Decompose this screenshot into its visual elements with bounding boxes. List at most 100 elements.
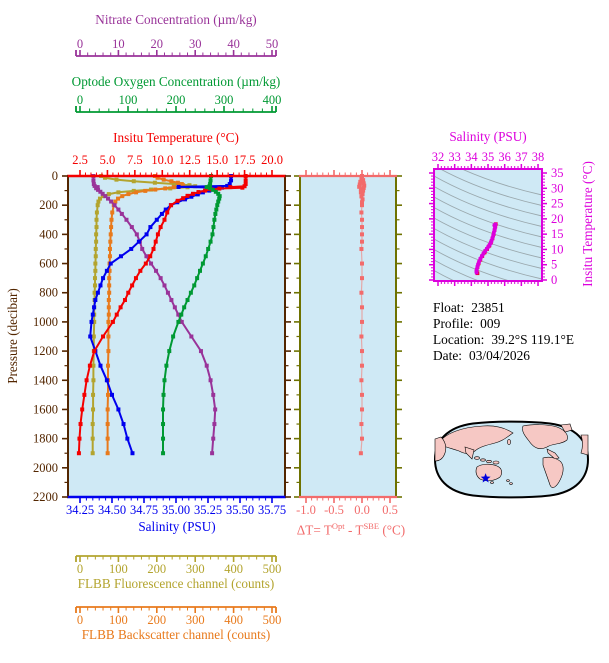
data-marker bbox=[93, 254, 98, 259]
pressure-tick-label: 1600 bbox=[33, 402, 58, 416]
temperature-tick-label: 2.5 bbox=[72, 153, 88, 167]
data-marker bbox=[98, 363, 103, 368]
data-marker bbox=[106, 196, 111, 201]
data-marker bbox=[78, 422, 83, 427]
pressure-tick-label: 1400 bbox=[33, 373, 58, 387]
data-marker bbox=[359, 378, 364, 383]
backscatter-axis-title: FLBB Backscatter channel (counts) bbox=[81, 627, 271, 642]
data-marker bbox=[118, 305, 123, 310]
data-marker bbox=[82, 392, 87, 397]
pressure-tick-label: 1200 bbox=[33, 344, 58, 358]
data-marker bbox=[90, 422, 95, 427]
data-marker bbox=[167, 349, 172, 354]
landmass-indonesia-2 bbox=[480, 458, 486, 462]
data-marker bbox=[360, 305, 364, 310]
data-marker bbox=[92, 305, 97, 310]
data-marker bbox=[153, 187, 158, 192]
data-marker bbox=[106, 349, 111, 354]
data-marker bbox=[116, 196, 121, 201]
delta-t-label-part: ΔT= T bbox=[296, 522, 332, 538]
pressure-tick-label: 600 bbox=[39, 257, 58, 271]
data-marker bbox=[165, 290, 170, 295]
ts-y-tick-label: 10 bbox=[551, 242, 564, 256]
data-marker bbox=[480, 254, 484, 258]
data-marker bbox=[200, 190, 205, 195]
delta-t-label-part: - T bbox=[344, 522, 364, 538]
data-marker bbox=[171, 334, 176, 339]
data-marker bbox=[91, 378, 96, 383]
data-marker bbox=[175, 180, 180, 185]
data-marker bbox=[211, 225, 216, 230]
data-marker bbox=[361, 181, 366, 186]
delta-plot-background bbox=[300, 176, 396, 497]
data-marker bbox=[360, 392, 364, 397]
temperature-tick-label: 15.0 bbox=[206, 153, 228, 167]
data-marker bbox=[359, 290, 364, 295]
data-marker bbox=[110, 210, 115, 215]
data-marker bbox=[94, 225, 99, 230]
nitrate-axis-title: Nitrate Concentration (µm/kg) bbox=[95, 12, 257, 27]
data-marker bbox=[91, 334, 96, 339]
data-marker bbox=[162, 283, 167, 288]
data-marker bbox=[359, 246, 364, 251]
data-marker bbox=[360, 239, 364, 244]
ts-y-tick-label: 30 bbox=[551, 181, 564, 195]
ts-panel-title: Salinity (PSU) bbox=[449, 129, 527, 144]
fluorescence-tick-label: 200 bbox=[147, 562, 166, 576]
data-marker bbox=[243, 182, 248, 187]
data-marker bbox=[210, 232, 215, 237]
landmass-europe-africa-west bbox=[580, 434, 589, 456]
data-marker bbox=[134, 232, 139, 237]
backscatter-tick-label: 300 bbox=[186, 613, 205, 627]
data-marker bbox=[203, 188, 208, 193]
data-marker bbox=[101, 334, 106, 339]
nitrate-tick-label: 10 bbox=[112, 37, 125, 51]
landmass-central-america bbox=[546, 448, 560, 460]
data-marker bbox=[181, 196, 186, 201]
fluorescence-axis: 0 100 200 300 400 500 bbox=[75, 555, 281, 576]
temperature-tick-label: 20.0 bbox=[261, 153, 283, 167]
oxygen-tick-label: 0 bbox=[77, 93, 83, 107]
temperature-axis: 2.5 5.0 7.5 10.0 12.5 15.0 17.5 20.0 bbox=[72, 153, 283, 176]
data-marker bbox=[490, 236, 495, 241]
temperature-tick-label: 5.0 bbox=[100, 153, 116, 167]
data-marker bbox=[122, 298, 127, 303]
data-marker bbox=[106, 363, 111, 368]
data-marker bbox=[130, 451, 135, 456]
data-marker bbox=[204, 185, 209, 190]
temperature-tick-label: 10.0 bbox=[151, 153, 173, 167]
profile-number-value: 009 bbox=[480, 316, 501, 331]
isopycnal-line bbox=[434, 207, 542, 248]
date-row: Date: 03/04/2026 bbox=[433, 348, 574, 364]
landmass-new-zealand-s bbox=[509, 482, 513, 485]
ts-y-tick-label: 35 bbox=[551, 166, 564, 180]
data-marker bbox=[154, 268, 159, 273]
fluorescence-tick-label: 400 bbox=[224, 562, 243, 576]
data-marker bbox=[492, 228, 497, 232]
data-marker bbox=[158, 276, 163, 281]
data-marker bbox=[176, 312, 181, 317]
backscatter-tick-label: 400 bbox=[224, 613, 243, 627]
data-marker bbox=[487, 243, 492, 247]
salinity-tick-label: 35.50 bbox=[226, 503, 254, 517]
salinity-tick-label: 34.75 bbox=[130, 503, 158, 517]
data-marker bbox=[105, 451, 110, 456]
data-marker bbox=[90, 312, 95, 317]
data-marker bbox=[362, 183, 367, 188]
data-marker bbox=[90, 451, 95, 456]
data-marker bbox=[216, 191, 221, 196]
data-marker bbox=[161, 422, 166, 427]
data-marker bbox=[104, 268, 109, 273]
nitrate-tick-label: 0 bbox=[77, 37, 83, 51]
profile-number-row: Profile: 009 bbox=[433, 316, 574, 332]
landmass-new-guinea bbox=[492, 460, 500, 465]
data-marker bbox=[151, 246, 156, 251]
landmass-north-america bbox=[522, 424, 568, 449]
data-marker bbox=[162, 378, 167, 383]
salinity-tick-label: 35.25 bbox=[194, 503, 222, 517]
data-marker bbox=[176, 319, 181, 324]
data-marker bbox=[474, 269, 479, 274]
data-marker bbox=[106, 298, 111, 303]
ts-x-tick-label: 33 bbox=[448, 150, 461, 164]
data-marker bbox=[360, 363, 364, 368]
